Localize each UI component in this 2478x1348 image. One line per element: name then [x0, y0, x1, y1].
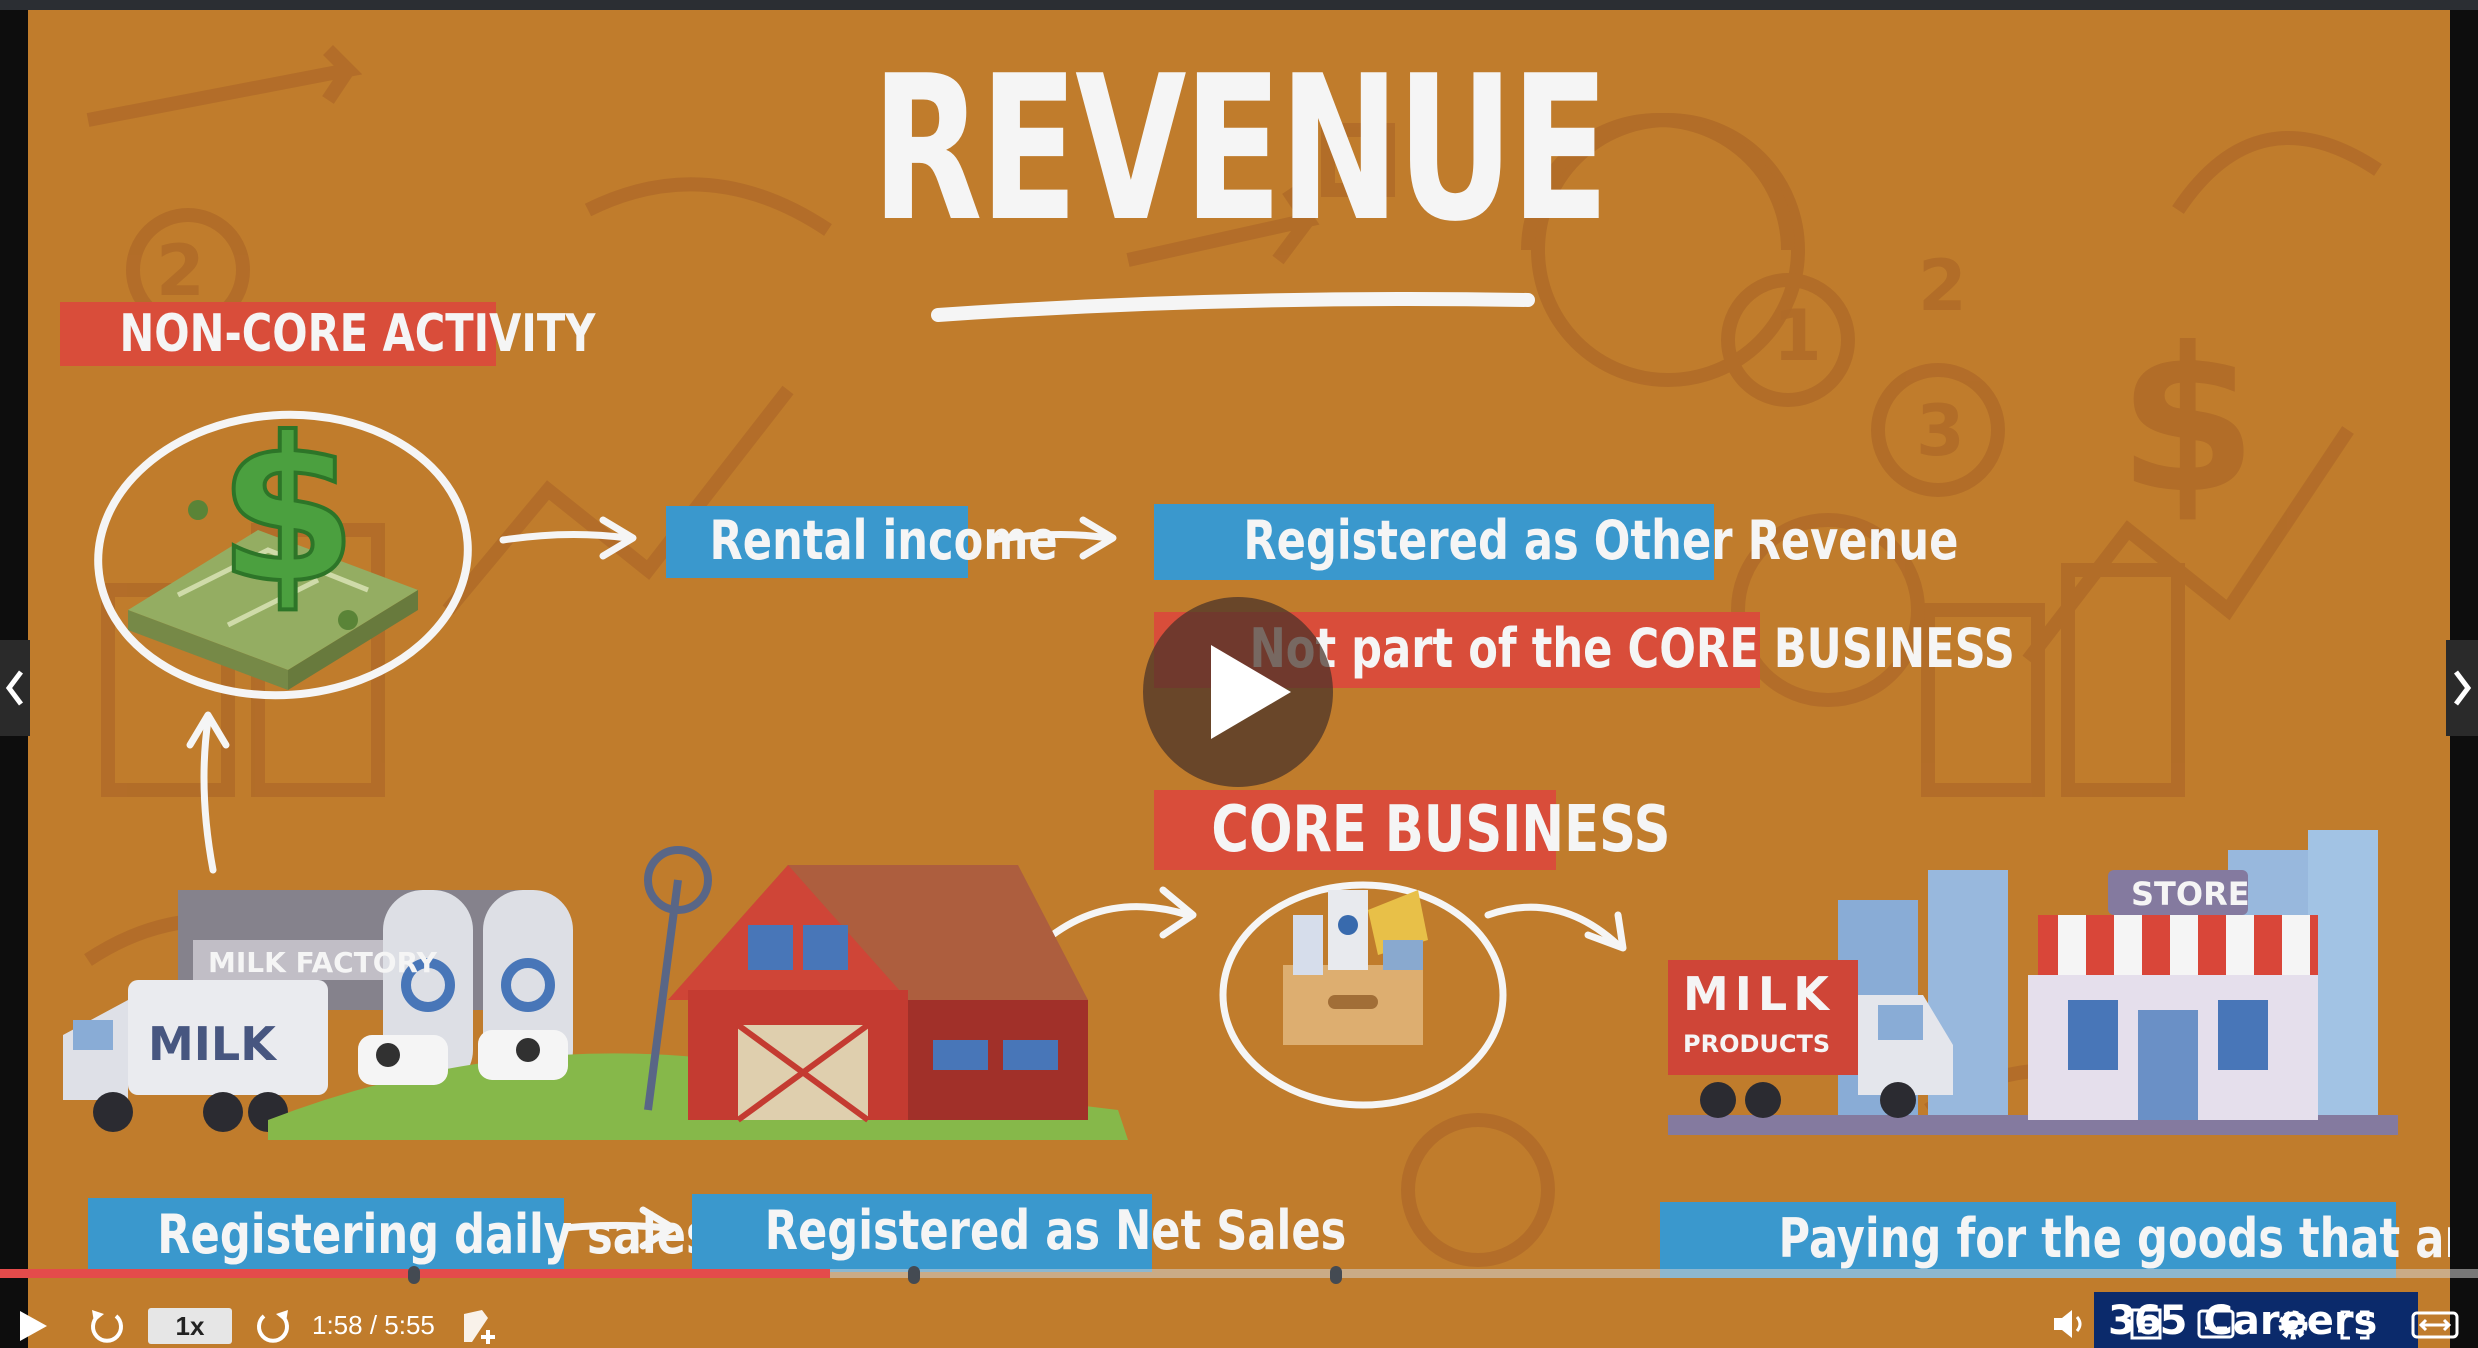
rewind-icon[interactable] — [86, 1306, 126, 1346]
chapter-marker[interactable] — [408, 1266, 420, 1284]
transcript-icon[interactable] — [2128, 1306, 2164, 1342]
playback-speed-button[interactable]: 1x — [148, 1308, 232, 1344]
store-city-illustration: STORE MILK PRODUCTS — [1668, 830, 2398, 1135]
slide-title: REVENUE — [871, 33, 1610, 266]
label-paying-for-goods: Paying for the goods that are provided — [1660, 1202, 2450, 1278]
bg-number-2: 2 — [156, 230, 205, 312]
truck-milk-text: MILK — [148, 1017, 278, 1071]
brand-number: 365 — [2108, 1298, 2187, 1344]
chapter-marker[interactable] — [1330, 1266, 1342, 1284]
previous-lecture-button[interactable] — [0, 640, 30, 736]
forward-icon[interactable] — [254, 1306, 294, 1346]
chevron-left-icon — [5, 670, 23, 706]
milk-factory-sign: MILK FACTORY — [208, 946, 438, 979]
play-icon[interactable] — [14, 1308, 50, 1344]
big-play-icon — [1211, 645, 1291, 739]
label-registered-net-sales: Registered as Net Sales — [692, 1194, 1346, 1272]
captions-icon[interactable] — [2196, 1306, 2236, 1342]
store-sign: STORE — [2131, 875, 2250, 913]
label-registered-other-revenue: Registered as Other Revenue — [1154, 504, 1958, 580]
chapter-marker[interactable] — [908, 1266, 920, 1284]
truck-milk-products-line2: PRODUCTS — [1683, 1030, 1830, 1058]
top-bar — [0, 0, 2478, 10]
bg-number-1: 1 — [1773, 295, 1822, 377]
fullscreen-icon[interactable] — [2338, 1308, 2372, 1342]
progress-bar[interactable] — [0, 1266, 2478, 1284]
bg-dollar: $ — [2118, 305, 2257, 538]
expand-icon[interactable] — [2410, 1308, 2460, 1342]
progress-track — [0, 1269, 2478, 1278]
milk-factory-illustration: MILK FACTORY MILK — [63, 846, 1128, 1140]
product-box-illustration — [1283, 890, 1428, 1045]
truck-milk-products-line1: MILK — [1683, 967, 1835, 1021]
chevron-right-icon — [2454, 670, 2472, 706]
time-display: 1:58 / 5:55 — [312, 1310, 435, 1340]
lecture-slide[interactable]: 2 1 2 3 $ REVENUE — [28, 10, 2450, 1348]
add-note-icon[interactable] — [458, 1304, 502, 1348]
control-bar: 1x 1:58 / 5:55 365 Careers — [0, 1288, 2478, 1348]
label-registering-daily-sales: Registering daily sales — [88, 1198, 712, 1274]
land-plot-illustration — [128, 500, 418, 690]
slide-illustrations: $ — [63, 292, 2398, 1250]
big-play-button[interactable] — [1143, 597, 1333, 787]
dollar-icon: $ — [218, 395, 357, 628]
bg-number-3: 3 — [1916, 390, 1965, 472]
label-non-core-activity: NON-CORE ACTIVITY — [60, 302, 595, 366]
settings-icon[interactable] — [2274, 1306, 2312, 1344]
label-core-business: CORE BUSINESS — [1154, 790, 1671, 870]
volume-icon[interactable] — [2050, 1304, 2090, 1344]
next-lecture-button[interactable] — [2446, 640, 2478, 736]
label-rental-income: Rental income — [666, 506, 1058, 578]
bg-number-2b: 2 — [1918, 245, 1967, 327]
